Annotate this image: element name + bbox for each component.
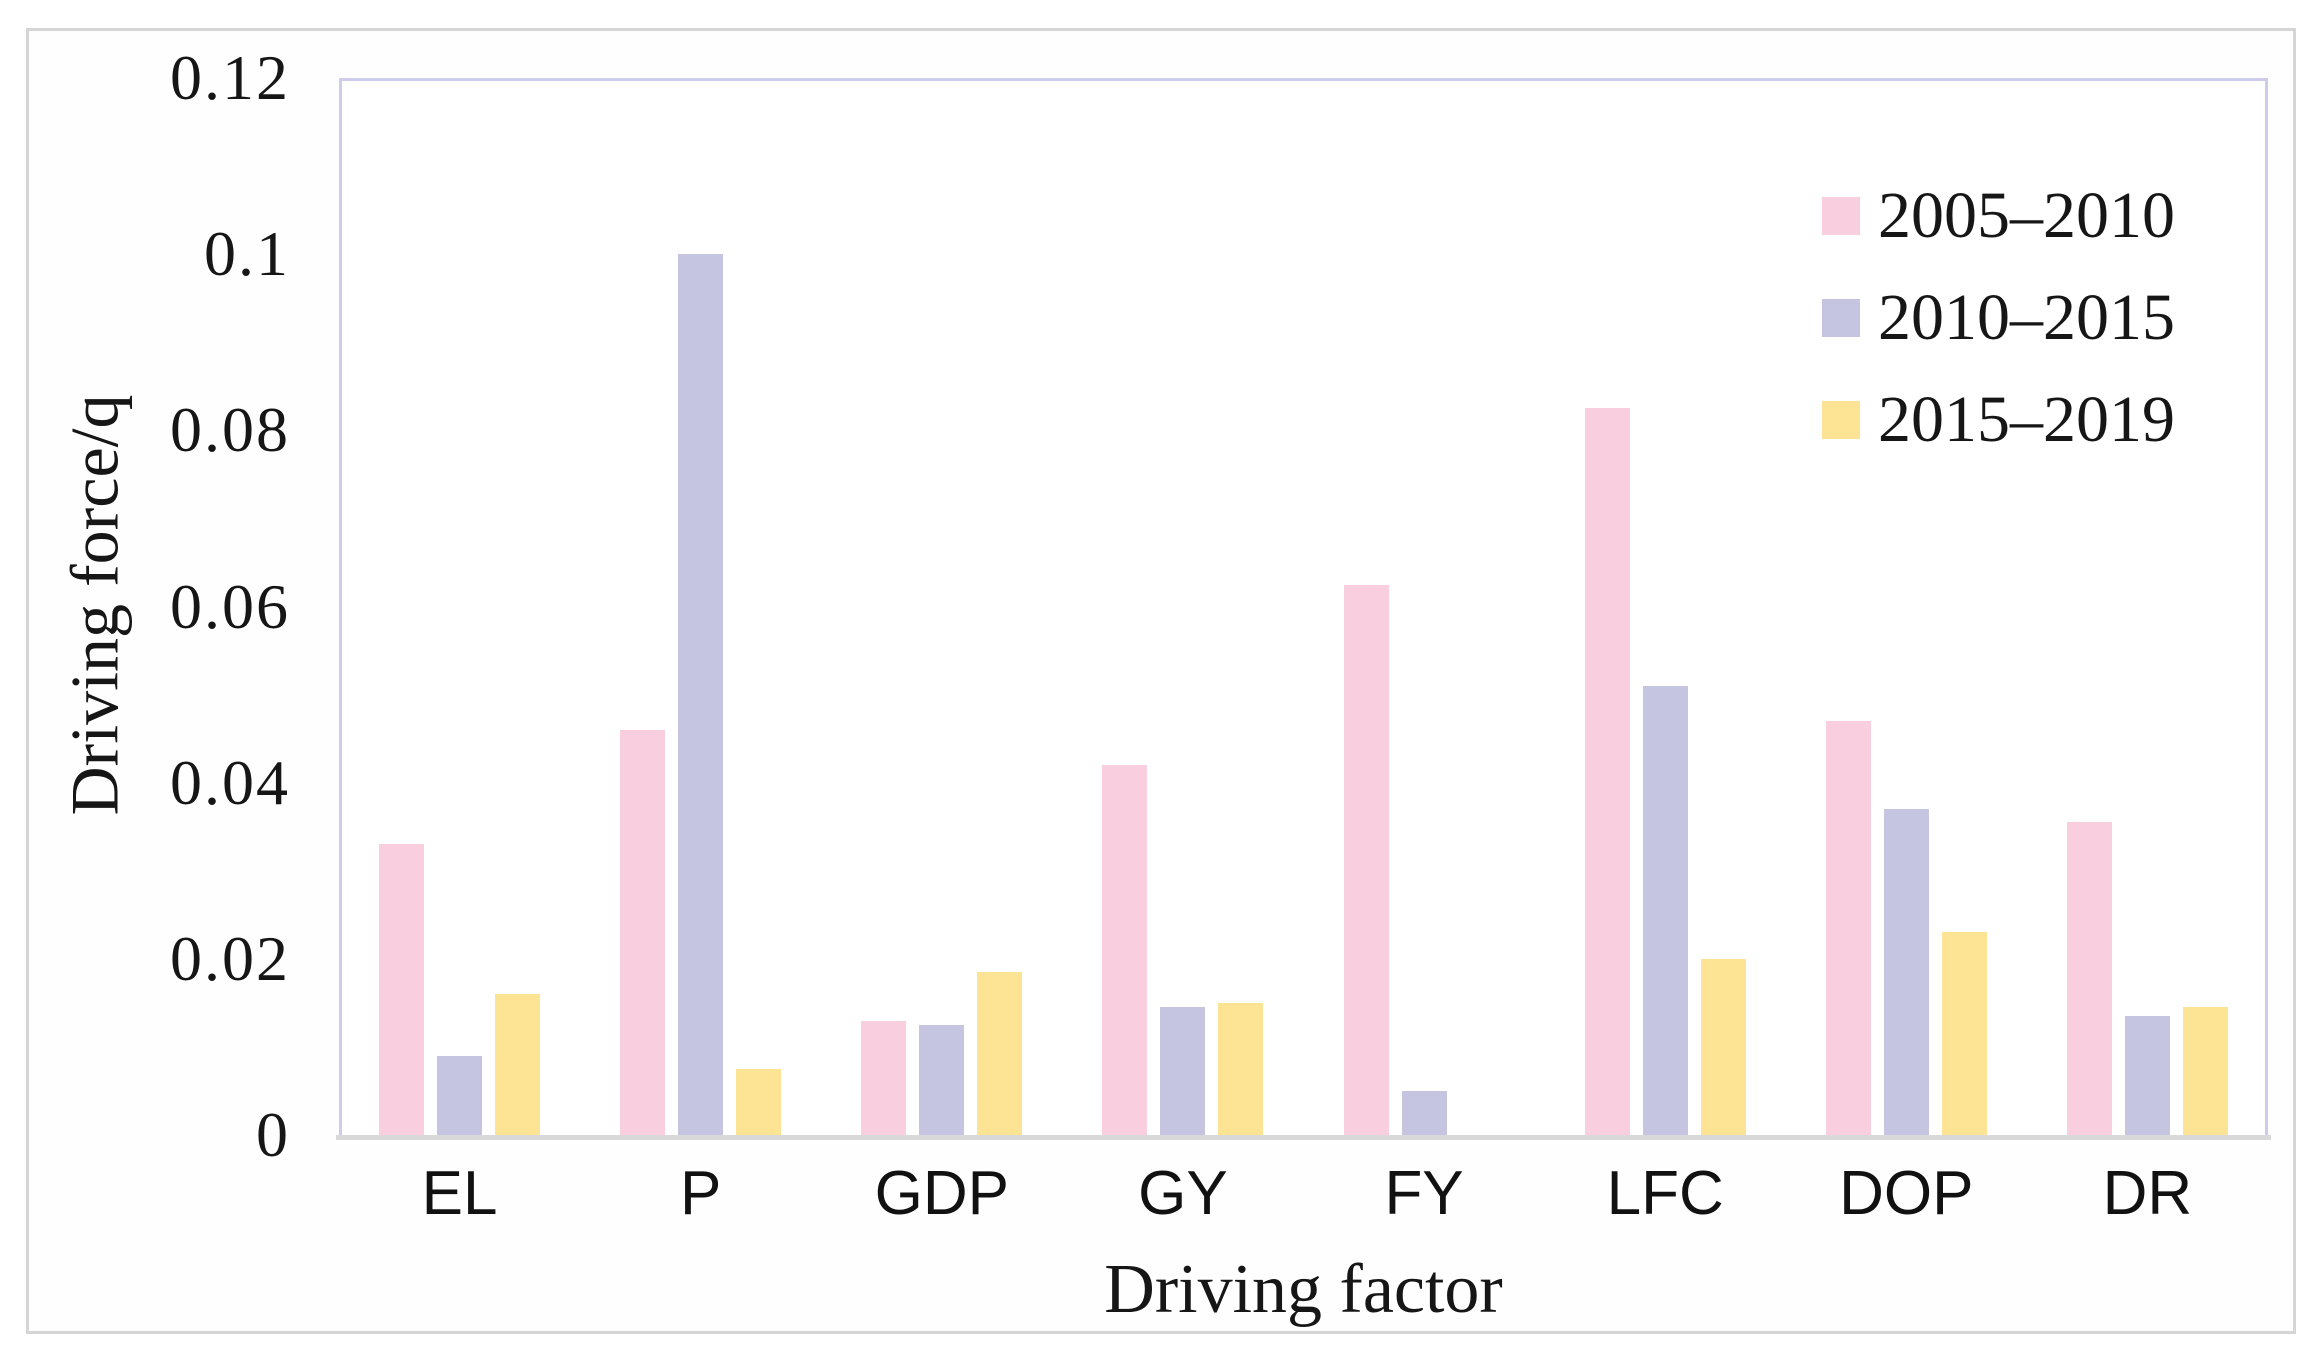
bar-gdp-2010-2015 — [919, 1024, 965, 1135]
x-category-label-el: EL — [421, 1159, 498, 1228]
y-tick-label: 0.12 — [170, 42, 290, 113]
legend-item: 2015–2019 — [1822, 382, 2175, 458]
bar-dop-2005-2010 — [1825, 721, 1871, 1135]
legend-swatch-icon — [1822, 299, 1860, 337]
bar-p-2005-2010 — [620, 729, 666, 1135]
bar-lfc-2015-2019 — [1700, 958, 1746, 1135]
bar-group-el — [339, 78, 580, 1135]
x-category-label-gy: GY — [1138, 1159, 1228, 1228]
legend-label: 2015–2019 — [1878, 383, 2175, 456]
y-tick-label: 0.06 — [170, 570, 290, 642]
bar-group-p — [580, 78, 821, 1135]
bar-fy-2005-2010 — [1343, 584, 1389, 1135]
bar-el-2010-2015 — [437, 1055, 483, 1135]
bar-dr-2015-2019 — [2182, 1007, 2228, 1135]
x-category-label-dop: DOP — [1839, 1159, 1974, 1228]
bar-dop-2015-2019 — [1941, 932, 1987, 1135]
bar-group-gdp — [821, 78, 1062, 1135]
bar-p-2015-2019 — [736, 1068, 782, 1135]
x-category-label-dr: DR — [2102, 1159, 2193, 1228]
x-axis-title: Driving factor — [1104, 1251, 1503, 1328]
bar-group-dr — [2027, 78, 2268, 1135]
legend: 2005–2010 2010–2015 2015–2019 — [1822, 178, 2175, 458]
bar-group-fy — [1304, 78, 1545, 1135]
bar-el-2005-2010 — [379, 844, 425, 1135]
bar-dr-2010-2015 — [2124, 1016, 2170, 1135]
x-category-label-lfc: LFC — [1606, 1159, 1724, 1228]
bar-group-lfc — [1545, 78, 1786, 1135]
y-tick-label: 0.1 — [204, 218, 290, 290]
bar-gy-2005-2010 — [1102, 765, 1148, 1135]
legend-item: 2010–2015 — [1822, 280, 2175, 356]
y-tick-label: 0 — [256, 1099, 290, 1170]
bar-dr-2005-2010 — [2066, 822, 2112, 1135]
x-category-label-gdp: GDP — [874, 1159, 1009, 1228]
bar-group-gy — [1062, 78, 1303, 1135]
bar-gdp-2005-2010 — [861, 1020, 907, 1135]
bar-p-2010-2015 — [678, 254, 724, 1135]
legend-label: 2005–2010 — [1878, 179, 2175, 252]
bar-dop-2010-2015 — [1883, 809, 1929, 1135]
bar-lfc-2010-2015 — [1642, 685, 1688, 1135]
y-tick-label: 0.02 — [170, 922, 290, 994]
x-category-label-p: P — [680, 1159, 722, 1228]
y-tick-label: 0.04 — [170, 746, 290, 818]
legend-label: 2010–2015 — [1878, 281, 2175, 354]
bar-gy-2015-2019 — [1218, 1002, 1264, 1135]
legend-swatch-icon — [1822, 401, 1860, 439]
x-axis-line — [336, 1135, 2271, 1140]
legend-item: 2005–2010 — [1822, 178, 2175, 254]
y-tick-label: 0.08 — [170, 394, 290, 466]
bar-gy-2010-2015 — [1160, 1007, 1206, 1135]
legend-swatch-icon — [1822, 197, 1860, 235]
x-axis-category-labels: EL P GDP GY FY LFC DOP DR — [339, 1158, 2268, 1229]
bar-lfc-2005-2010 — [1584, 408, 1630, 1135]
bar-el-2015-2019 — [495, 994, 541, 1135]
x-category-label-fy: FY — [1384, 1159, 1464, 1228]
bar-group-dop — [1786, 78, 2027, 1135]
bar-groups — [339, 78, 2268, 1135]
bar-gdp-2015-2019 — [977, 972, 1023, 1135]
bar-fy-2010-2015 — [1401, 1091, 1447, 1135]
